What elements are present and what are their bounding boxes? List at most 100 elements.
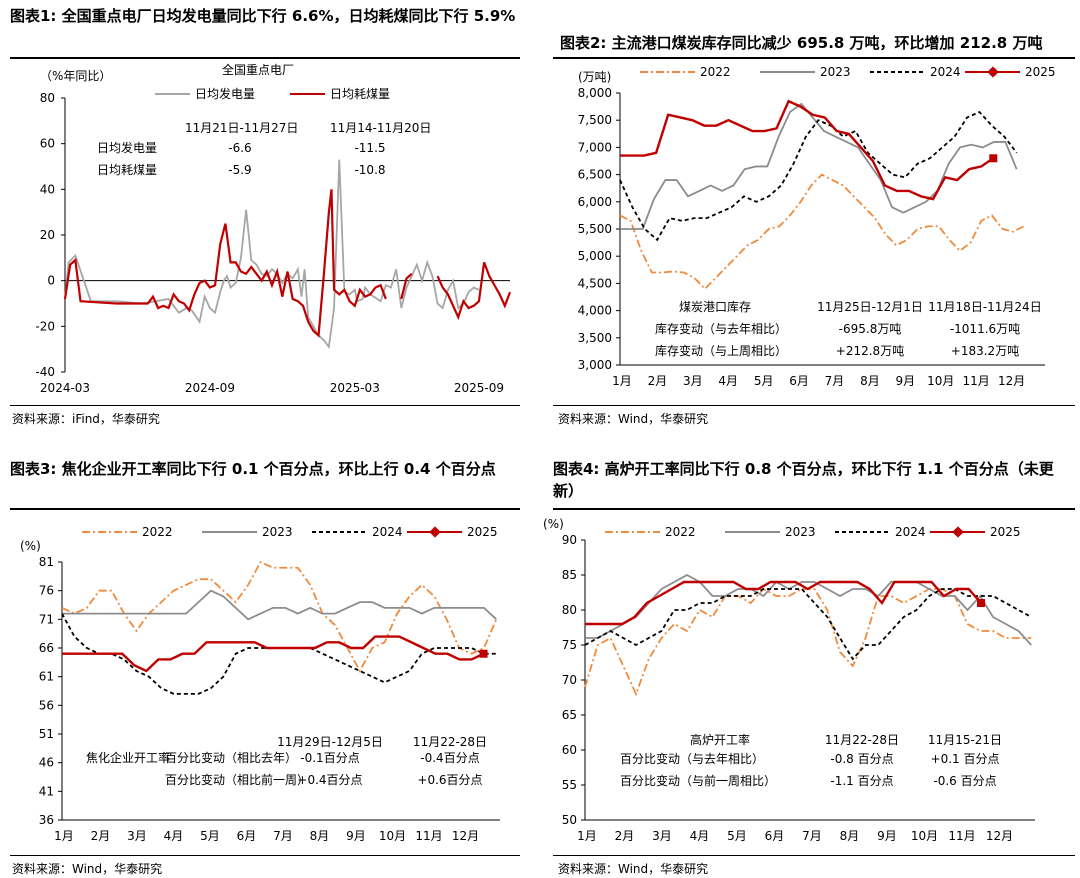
y-axis-label: (万吨) bbox=[578, 70, 611, 84]
y-axis-label: (%) bbox=[543, 517, 564, 531]
y-tick-label: 70 bbox=[562, 673, 577, 687]
y-tick-label: 65 bbox=[562, 708, 577, 722]
x-tick-label: 2025-09 bbox=[454, 381, 504, 395]
y-tick-label: 66 bbox=[39, 641, 54, 655]
series-line-2025 bbox=[620, 99, 994, 201]
table-row-label: 日均耗煤量 bbox=[97, 163, 157, 177]
y-tick-label: -20 bbox=[35, 319, 55, 333]
series-line-2023 bbox=[585, 573, 1032, 646]
series-line-2022 bbox=[619, 173, 1025, 291]
table-row-label: 库存变动（与去年相比） bbox=[655, 321, 787, 336]
x-tick-label: 2月 bbox=[91, 829, 111, 843]
y-tick-label: 4,500 bbox=[578, 276, 612, 290]
table-header: 11月25日-12月1日 bbox=[817, 300, 923, 314]
y-tick-label: 51 bbox=[39, 727, 54, 741]
y-tick-label: 55 bbox=[562, 778, 577, 792]
table-header: 11月22-28日 bbox=[413, 735, 487, 749]
table-row-label: 库存变动（与上周相比） bbox=[655, 343, 787, 358]
table-header: 11月22-28日 bbox=[825, 733, 899, 747]
x-tick-label: 12月 bbox=[452, 829, 479, 843]
x-tick-label: 3月 bbox=[652, 829, 672, 843]
x-tick-label: 2月 bbox=[648, 374, 668, 388]
x-tick-label: 4月 bbox=[690, 829, 710, 843]
chart1-bottom-rule bbox=[10, 405, 520, 406]
x-tick-label: 10月 bbox=[927, 374, 954, 388]
table-title: 高炉开工率 bbox=[690, 732, 750, 747]
legend-label-2025: 2025 bbox=[467, 525, 498, 539]
y-tick-label: 60 bbox=[40, 137, 55, 151]
chart3-bottom-rule bbox=[10, 855, 520, 856]
table-value: +0.1 百分点 bbox=[931, 752, 1000, 766]
x-tick-label: 11月 bbox=[948, 829, 975, 843]
x-tick-label: 9月 bbox=[346, 829, 366, 843]
chart4-title: 图表4: 高炉开工率同比下行 0.8 个百分点，环比下行 1.1 个百分点（未更… bbox=[553, 460, 1054, 500]
chart2-bottom-rule bbox=[553, 405, 1075, 406]
x-tick-label: 8月 bbox=[840, 829, 860, 843]
x-tick-label: 9月 bbox=[877, 829, 897, 843]
chart1-title-rule bbox=[10, 57, 520, 59]
chart2-source: 资料来源：Wind，华泰研究 bbox=[558, 412, 709, 426]
x-tick-label: 2024-09 bbox=[185, 381, 235, 395]
chart3-source: 资料来源：Wind，华泰研究 bbox=[12, 862, 163, 876]
x-tick-label: 1月 bbox=[612, 374, 632, 388]
y-axis-label: (%) bbox=[20, 539, 41, 553]
x-tick-label: 7月 bbox=[825, 374, 845, 388]
x-tick-label: 5月 bbox=[754, 374, 774, 388]
series-line-2022 bbox=[61, 560, 498, 673]
legend-label-2024: 2024 bbox=[930, 65, 961, 79]
legend-label-2024: 2024 bbox=[895, 525, 926, 539]
legend-label-2022: 2022 bbox=[700, 65, 731, 79]
series-end-marker bbox=[977, 599, 985, 607]
y-tick-label: 20 bbox=[40, 228, 55, 242]
table-value: -0.6 百分点 bbox=[933, 774, 996, 788]
table-value: -1.1 百分点 bbox=[830, 774, 893, 788]
y-tick-label: 46 bbox=[39, 756, 54, 770]
x-tick-label: 2024-03 bbox=[40, 381, 90, 395]
x-tick-label: 8月 bbox=[310, 829, 330, 843]
table-value: +212.8万吨 bbox=[836, 344, 904, 358]
chart3-title-rule bbox=[10, 508, 520, 510]
legend-label-2022: 2022 bbox=[665, 525, 696, 539]
table-row-label: 百分比变动（与去年相比） bbox=[620, 751, 764, 766]
y-tick-label: 61 bbox=[39, 670, 54, 684]
legend-label-2025: 2025 bbox=[1025, 65, 1056, 79]
series-line-2024 bbox=[61, 613, 497, 695]
series-line-2023 bbox=[62, 589, 497, 621]
y-tick-label: 71 bbox=[39, 612, 54, 626]
table-value: -0.1百分点 bbox=[300, 751, 359, 765]
series-end-marker bbox=[479, 649, 488, 658]
legend-marker-2025 bbox=[952, 526, 964, 538]
legend-marker-2025 bbox=[429, 526, 441, 538]
series-line-red bbox=[400, 272, 413, 300]
table-row-label: 百分比变动（相比去年） bbox=[165, 750, 297, 765]
table-header: 11月29日-12月5日 bbox=[277, 735, 383, 749]
table-value: -695.8万吨 bbox=[839, 322, 902, 336]
chart1-source: 资料来源：iFind，华泰研究 bbox=[12, 412, 160, 426]
x-tick-label: 3月 bbox=[683, 374, 703, 388]
legend-label-2023: 2023 bbox=[820, 65, 851, 79]
y-tick-label: 76 bbox=[39, 584, 54, 598]
chart3-title: 图表3: 焦化企业开工率同比下行 0.1 个百分点，环比上行 0.4 个百分点 bbox=[10, 460, 496, 478]
x-tick-label: 8月 bbox=[860, 374, 880, 388]
x-tick-label: 11月 bbox=[963, 374, 990, 388]
y-tick-label: 5,000 bbox=[578, 249, 612, 263]
y-tick-label: 85 bbox=[562, 568, 577, 582]
y-tick-label: 81 bbox=[39, 555, 54, 569]
table-value: +0.6百分点 bbox=[417, 773, 482, 787]
table-value: -6.6 bbox=[228, 141, 251, 155]
x-tick-label: 1月 bbox=[54, 829, 74, 843]
table-title: 焦化企业开工率 bbox=[86, 750, 170, 765]
legend-label-2023: 2023 bbox=[785, 525, 816, 539]
x-tick-label: 12月 bbox=[998, 374, 1025, 388]
y-tick-label: 75 bbox=[562, 638, 577, 652]
legend-label-2022: 2022 bbox=[142, 525, 173, 539]
y-tick-label: 56 bbox=[39, 698, 54, 712]
x-tick-label: 7月 bbox=[802, 829, 822, 843]
x-tick-label: 4月 bbox=[164, 829, 184, 843]
y-tick-label: 60 bbox=[562, 743, 577, 757]
table-value: -10.8 bbox=[354, 163, 385, 177]
y-tick-label: 3,000 bbox=[578, 358, 612, 372]
x-tick-label: 4月 bbox=[718, 374, 738, 388]
y-tick-label: 5,500 bbox=[578, 222, 612, 236]
